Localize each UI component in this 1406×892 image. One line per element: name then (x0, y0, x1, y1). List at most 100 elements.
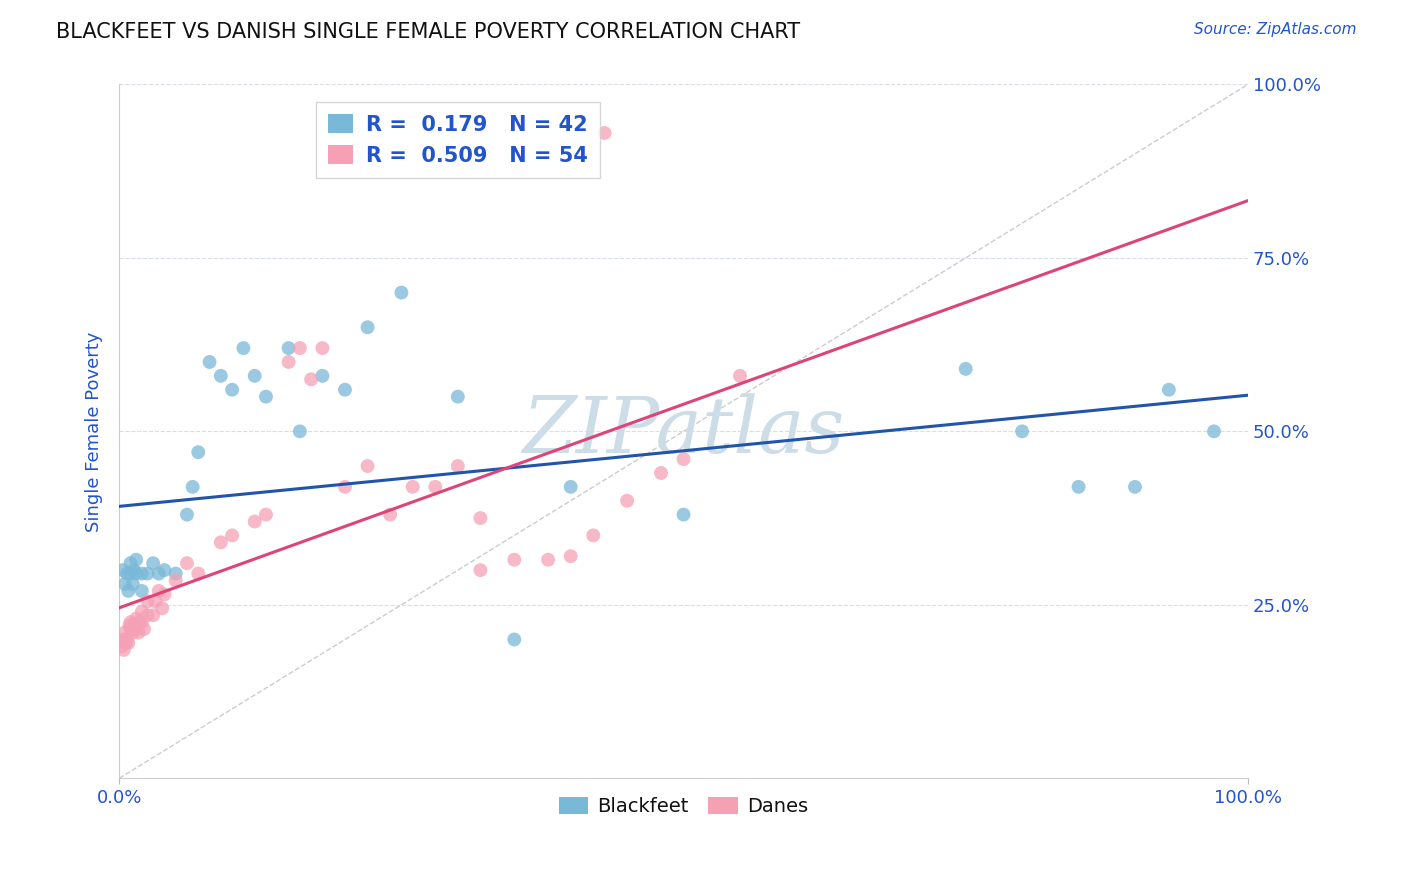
Point (148, 566, 170, 581)
Point (122, 618, 145, 632)
Point (187, 445, 209, 459)
Point (672, 452, 695, 467)
Point (650, 466, 672, 480)
Point (148, 583, 170, 598)
Point (136, 566, 159, 581)
Point (165, 574, 187, 588)
Point (378, 508, 401, 522)
Point (1011, 425, 1033, 439)
Point (254, 508, 277, 522)
Point (243, 515, 266, 529)
Point (356, 320, 378, 334)
Point (311, 341, 333, 355)
Text: Source: ZipAtlas.com: Source: ZipAtlas.com (1194, 22, 1357, 37)
Point (118, 618, 141, 632)
Point (128, 615, 150, 629)
Point (1202, 425, 1225, 439)
Point (1123, 480, 1146, 494)
Point (176, 508, 198, 522)
Point (209, 368, 232, 383)
Point (125, 622, 148, 636)
Point (142, 608, 165, 623)
Point (127, 625, 149, 640)
Point (672, 508, 695, 522)
Point (121, 577, 143, 591)
Point (277, 355, 299, 369)
Point (1067, 480, 1090, 494)
Point (122, 563, 145, 577)
Point (120, 556, 142, 570)
Point (503, 632, 526, 647)
Text: ZIPatlas: ZIPatlas (523, 393, 845, 469)
Point (311, 368, 333, 383)
Point (131, 615, 153, 629)
Point (447, 458, 470, 473)
Point (277, 341, 299, 355)
Point (356, 458, 378, 473)
Point (187, 566, 209, 581)
Point (232, 341, 254, 355)
Point (198, 355, 221, 369)
Point (145, 594, 167, 608)
Point (176, 556, 198, 570)
Point (120, 622, 142, 636)
Point (115, 636, 138, 650)
Point (560, 549, 582, 564)
Point (131, 566, 153, 581)
Point (560, 480, 582, 494)
Point (254, 390, 277, 404)
Point (425, 480, 447, 494)
Point (299, 372, 322, 386)
Point (728, 368, 751, 383)
Point (582, 528, 605, 542)
Point (136, 594, 159, 608)
Point (221, 383, 243, 397)
Point (470, 511, 492, 525)
Legend: Blackfeet, Danes: Blackfeet, Danes (551, 789, 817, 824)
Point (333, 383, 356, 397)
Point (110, 640, 132, 654)
Point (136, 608, 159, 623)
Point (153, 587, 176, 601)
Point (120, 615, 142, 629)
Point (333, 480, 356, 494)
Point (125, 612, 148, 626)
Point (117, 583, 139, 598)
Point (131, 583, 153, 598)
Point (221, 528, 243, 542)
Point (447, 390, 470, 404)
Point (470, 563, 492, 577)
Point (111, 563, 134, 577)
Point (153, 563, 176, 577)
Point (115, 632, 138, 647)
Point (112, 643, 135, 657)
Point (111, 632, 134, 647)
Point (537, 552, 560, 566)
Point (1157, 383, 1180, 397)
Point (243, 368, 266, 383)
Point (132, 622, 155, 636)
Point (120, 566, 142, 581)
Point (150, 601, 173, 615)
Point (288, 425, 311, 439)
Point (114, 577, 136, 591)
Point (125, 566, 148, 581)
Point (114, 625, 136, 640)
Point (402, 480, 425, 494)
Point (288, 341, 311, 355)
Point (593, 126, 616, 140)
Point (209, 535, 232, 549)
Y-axis label: Single Female Poverty: Single Female Poverty (86, 331, 103, 532)
Text: BLACKFEET VS DANISH SINGLE FEMALE POVERTY CORRELATION CHART: BLACKFEET VS DANISH SINGLE FEMALE POVERT… (56, 22, 800, 42)
Point (955, 362, 977, 376)
Point (117, 636, 139, 650)
Point (165, 566, 187, 581)
Point (503, 552, 526, 566)
Point (121, 625, 143, 640)
Point (131, 605, 153, 619)
Point (616, 493, 638, 508)
Point (391, 285, 413, 300)
Point (181, 480, 204, 494)
Point (125, 552, 148, 566)
Point (142, 556, 165, 570)
